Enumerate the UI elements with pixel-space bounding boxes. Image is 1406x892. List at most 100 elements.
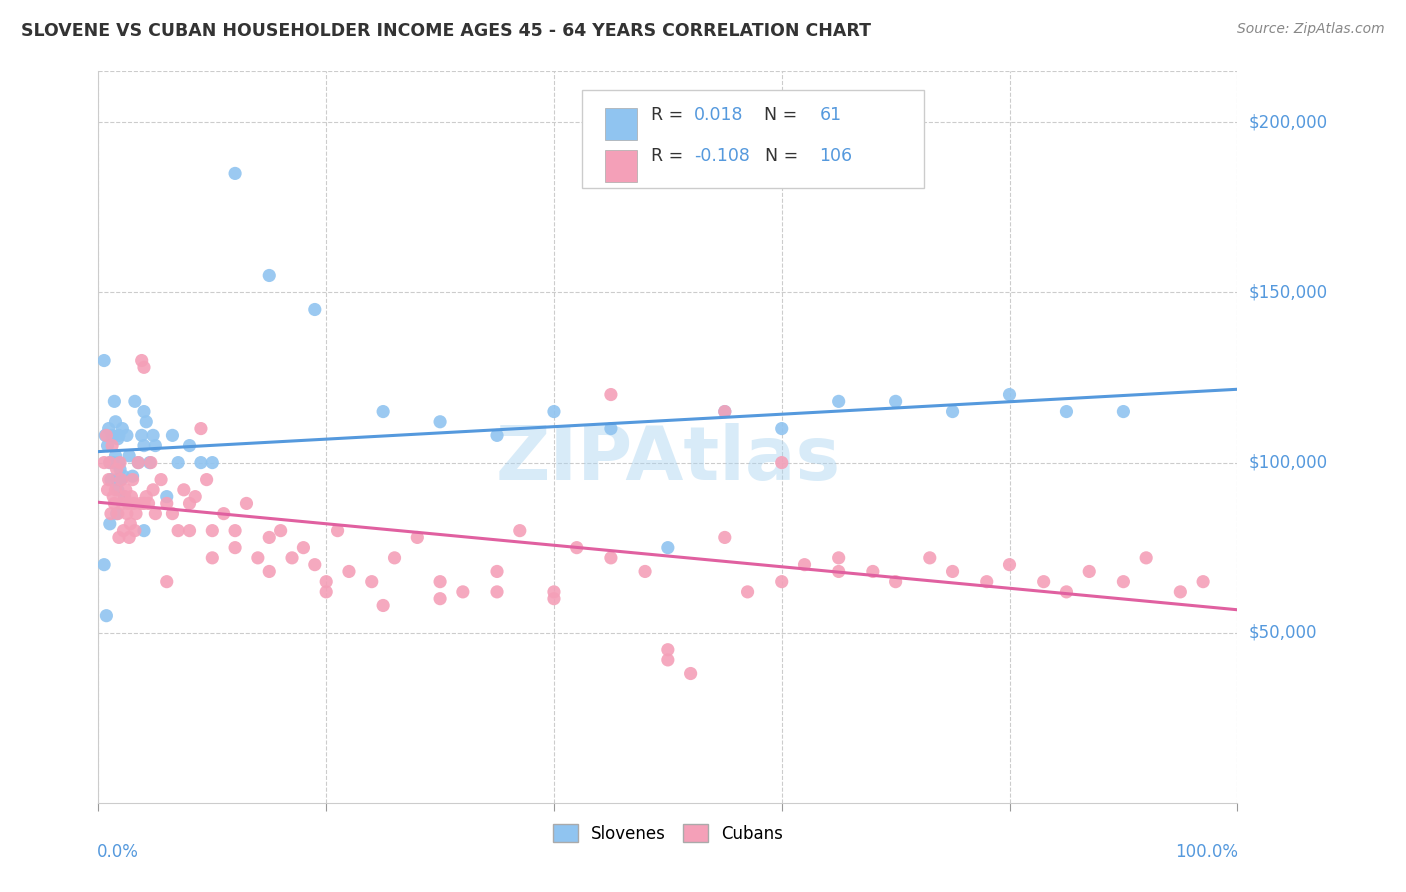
Point — [173, 483, 195, 497]
Point — [360, 574, 382, 589]
Point — [224, 524, 246, 538]
Point — [942, 565, 965, 579]
Point — [104, 449, 127, 463]
Point — [108, 456, 131, 470]
Point — [657, 642, 679, 657]
Text: R =: R = — [651, 106, 689, 124]
Point — [179, 439, 201, 453]
Point — [998, 387, 1021, 401]
Point — [1170, 585, 1192, 599]
Point — [115, 507, 138, 521]
Point — [1054, 585, 1078, 599]
Point — [150, 473, 173, 487]
Point — [235, 496, 257, 510]
Point — [156, 496, 179, 510]
FancyBboxPatch shape — [605, 108, 637, 140]
Point — [162, 507, 184, 521]
Legend: Slovenes, Cubans: Slovenes, Cubans — [546, 818, 790, 849]
Point — [634, 565, 657, 579]
Point — [259, 268, 281, 283]
Point — [108, 462, 131, 476]
Point — [1112, 404, 1135, 418]
Point — [770, 456, 793, 470]
Point — [104, 415, 127, 429]
Point — [108, 456, 131, 470]
Point — [108, 428, 131, 442]
Point — [111, 496, 134, 510]
Point — [509, 524, 531, 538]
Point — [1192, 574, 1215, 589]
Point — [98, 456, 121, 470]
Point — [1135, 550, 1157, 565]
Text: -0.108: -0.108 — [695, 147, 749, 165]
Point — [998, 558, 1021, 572]
Text: SLOVENE VS CUBAN HOUSEHOLDER INCOME AGES 45 - 64 YEARS CORRELATION CHART: SLOVENE VS CUBAN HOUSEHOLDER INCOME AGES… — [21, 22, 872, 40]
Text: ZIPAtlas: ZIPAtlas — [495, 423, 841, 496]
Point — [179, 496, 201, 510]
Point — [103, 394, 125, 409]
Point — [190, 456, 212, 470]
Point — [138, 456, 160, 470]
Point — [105, 462, 128, 476]
Point — [118, 449, 141, 463]
Point — [212, 507, 235, 521]
Point — [167, 524, 190, 538]
Point — [167, 456, 190, 470]
Point — [429, 591, 451, 606]
Point — [259, 531, 281, 545]
Point — [451, 585, 474, 599]
Point — [121, 469, 143, 483]
Point — [770, 574, 793, 589]
Point — [270, 524, 292, 538]
Point — [122, 496, 145, 510]
Point — [259, 565, 281, 579]
Point — [224, 541, 246, 555]
Text: 106: 106 — [820, 147, 852, 165]
Point — [292, 541, 315, 555]
Point — [125, 507, 148, 521]
Point — [565, 541, 588, 555]
Point — [600, 421, 623, 435]
Point — [1032, 574, 1054, 589]
FancyBboxPatch shape — [582, 90, 924, 188]
Point — [326, 524, 349, 538]
Point — [100, 473, 122, 487]
Point — [304, 302, 326, 317]
Point — [138, 496, 160, 510]
Point — [135, 415, 157, 429]
Point — [162, 428, 184, 442]
Point — [127, 456, 149, 470]
Point — [107, 432, 129, 446]
Point — [111, 421, 134, 435]
Point — [371, 404, 394, 418]
Text: $100,000: $100,000 — [1249, 454, 1327, 472]
Point — [105, 473, 128, 487]
Point — [543, 591, 565, 606]
Point — [246, 550, 269, 565]
Point — [657, 541, 679, 555]
Point — [600, 550, 623, 565]
Point — [129, 496, 152, 510]
Point — [793, 558, 815, 572]
Point — [114, 490, 136, 504]
Text: N =: N = — [765, 147, 803, 165]
Point — [942, 404, 965, 418]
Point — [98, 456, 121, 470]
Point — [486, 585, 509, 599]
Point — [131, 353, 153, 368]
Point — [679, 666, 702, 681]
Point — [132, 496, 155, 510]
Point — [120, 516, 142, 531]
Text: $50,000: $50,000 — [1249, 624, 1317, 641]
Point — [543, 585, 565, 599]
Point — [429, 415, 451, 429]
Point — [124, 394, 146, 409]
Point — [110, 473, 132, 487]
Point — [486, 428, 509, 442]
Text: $200,000: $200,000 — [1249, 113, 1327, 131]
Point — [103, 456, 125, 470]
Point — [190, 421, 212, 435]
Point — [96, 439, 118, 453]
Point — [304, 558, 326, 572]
Point — [131, 428, 153, 442]
